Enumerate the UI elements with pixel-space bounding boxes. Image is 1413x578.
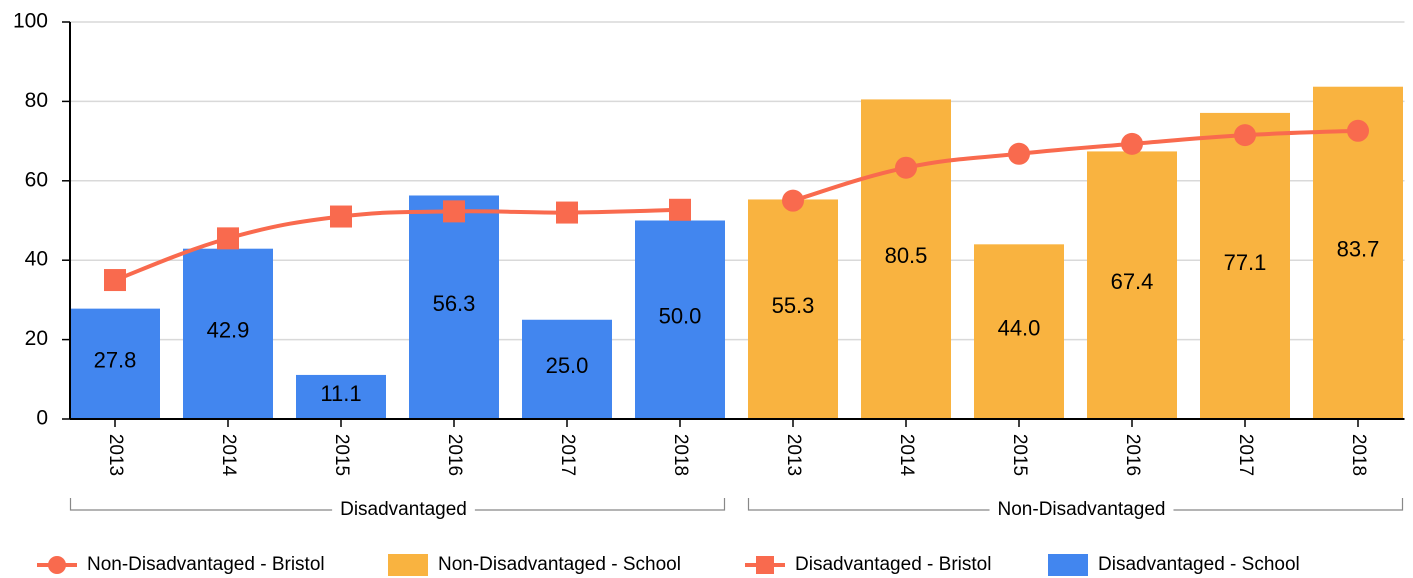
group-label-bg: [989, 505, 1174, 515]
line-marker: [1347, 119, 1369, 142]
x-tick-label: 2014: [218, 434, 239, 477]
bar: [974, 244, 1064, 419]
group-label-bg: [332, 505, 475, 515]
data-label: 55.3: [772, 293, 815, 318]
x-tick-label: 2016: [444, 434, 465, 476]
line-marker: [895, 156, 917, 179]
y-tick-label: 80: [25, 89, 48, 112]
bar: [409, 195, 499, 419]
legend-marker: [48, 556, 66, 574]
line-marker: [1121, 132, 1143, 155]
legend-label: Disadvantaged - Bristol: [795, 554, 991, 575]
x-tick-label: 2013: [105, 434, 126, 476]
line-marker: [104, 269, 126, 292]
line-marker: [443, 200, 465, 223]
y-tick-label: 0: [36, 407, 48, 430]
x-tick-label: 2018: [1348, 434, 1369, 476]
bar: [1200, 112, 1290, 420]
x-tick-label: 2016: [1122, 434, 1143, 476]
bar: [522, 319, 612, 419]
legend-item: Non-Disadvantaged - Bristol: [37, 554, 325, 575]
x-tick-label: 2014: [896, 434, 917, 477]
legend-swatch: [1048, 554, 1088, 576]
y-tick-label: 20: [25, 327, 48, 350]
line: [114, 207, 681, 282]
y-tick-label: 100: [13, 10, 48, 33]
data-label: 11.1: [320, 381, 361, 406]
data-label: 56.3: [433, 291, 476, 316]
x-tick-label: 2013: [783, 434, 804, 476]
line-marker: [556, 201, 578, 224]
bar: [861, 99, 951, 419]
data-label: 67.4: [1111, 269, 1154, 294]
legend-label: Non-Disadvantaged - School: [438, 554, 681, 575]
line-marker: [1234, 124, 1256, 147]
bar: [296, 374, 386, 419]
bar: [748, 199, 838, 419]
bar: [70, 308, 160, 419]
data-label: 50.0: [659, 304, 702, 329]
data-label: 83.7: [1337, 237, 1380, 262]
group-label: Disadvantaged: [340, 499, 467, 520]
line-marker: [1008, 142, 1030, 165]
x-tick-label: 2017: [1235, 434, 1256, 476]
y-tick-label: 40: [25, 248, 48, 271]
bar: [1313, 86, 1403, 419]
x-tick-label: 2015: [1009, 434, 1030, 476]
line-marker: [330, 205, 352, 228]
line-marker: [669, 198, 691, 221]
line: [792, 128, 1359, 203]
legend-item: Disadvantaged - School: [1048, 554, 1300, 576]
x-tick-label: 2018: [670, 434, 691, 476]
data-label: 44.0: [998, 315, 1041, 340]
data-label: 77.1: [1224, 250, 1267, 275]
bar: [635, 220, 725, 419]
data-label: 27.8: [94, 348, 137, 373]
bar: [183, 248, 273, 419]
legend-item: Disadvantaged - Bristol: [745, 554, 991, 575]
y-tick-label: 60: [25, 168, 48, 191]
legend-marker: [756, 556, 774, 574]
legend-swatch: [388, 554, 428, 576]
data-label: 80.5: [885, 243, 928, 268]
legend-item: Non-Disadvantaged - School: [388, 554, 681, 576]
line-marker: [217, 227, 239, 250]
data-label: 42.9: [207, 318, 250, 343]
x-tick-label: 2015: [331, 434, 352, 476]
x-tick-label: 2017: [557, 434, 578, 476]
legend-label: Non-Disadvantaged - Bristol: [87, 554, 325, 575]
data-label: 25.0: [546, 353, 589, 378]
legend-label: Disadvantaged - School: [1098, 554, 1300, 575]
line-marker: [782, 189, 804, 212]
group-label: Non-Disadvantaged: [998, 499, 1166, 520]
bar: [1087, 151, 1177, 419]
